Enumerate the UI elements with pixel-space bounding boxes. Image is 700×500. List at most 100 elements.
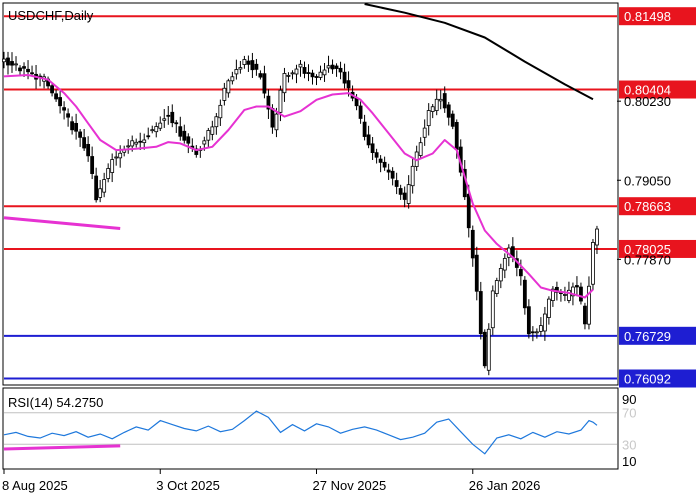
candle-131: [526, 299, 531, 339]
trendline-line: [3, 216, 121, 230]
candle-21: [86, 136, 91, 162]
candle-3: [14, 56, 18, 71]
x-tick-label-1: 3 Oct 2025: [156, 478, 220, 493]
rsi-series: [3, 410, 598, 455]
candle-73: [294, 64, 299, 84]
candle-105: [422, 119, 427, 146]
candle-108: [434, 89, 439, 116]
candle-87: [350, 85, 355, 102]
candle-22: [90, 146, 95, 180]
candle-119: [478, 281, 483, 340]
candle-135: [542, 306, 547, 341]
candle-99: [398, 184, 403, 200]
ma-short-line: [3, 74, 594, 299]
candle-31: [126, 139, 131, 154]
candle-33: [134, 138, 139, 148]
price-tag-0: 0.81498: [619, 7, 696, 26]
chart-title: USDCHF,Daily: [8, 8, 94, 23]
candle-65: [262, 65, 267, 99]
candle-96: [386, 163, 391, 180]
x-tick-label-2: 27 Nov 2025: [313, 478, 387, 493]
candle-59: [238, 60, 243, 74]
candle-13: [54, 89, 58, 102]
candle-10: [42, 73, 46, 89]
candle-63: [254, 58, 259, 76]
candle-23: [94, 167, 99, 203]
candle-74: [298, 60, 303, 77]
candle-112: [450, 110, 455, 130]
indicator-level-lines: [4, 412, 617, 445]
candle-75: [302, 61, 307, 79]
candle-93: [374, 148, 379, 164]
indicator-panel-frame: [2, 387, 619, 470]
candle-83: [334, 63, 339, 77]
level-lines: [4, 15, 617, 380]
indicator-lines: [3, 3, 594, 299]
candle-102: [410, 158, 415, 194]
candle-91: [366, 125, 371, 149]
candle-40: [162, 109, 167, 128]
candle-104: [418, 137, 423, 159]
rsi-tick-90: 90: [622, 392, 636, 407]
candle-53: [214, 112, 219, 135]
candle-78: [314, 74, 319, 86]
candle-11: [46, 76, 50, 89]
candle-62: [250, 52, 255, 78]
price-tag-5: 0.78025: [619, 239, 696, 258]
candle-38: [154, 122, 159, 138]
candle-145: [583, 302, 587, 330]
candle-133: [534, 328, 539, 339]
candle-132: [530, 326, 535, 342]
y-tick-label: 0.77870: [624, 252, 671, 267]
candle-72: [290, 70, 295, 80]
x-tick-label-0: 8 Aug 2025: [2, 478, 68, 493]
price-tag-label: 0.76092: [624, 372, 671, 387]
candle-82: [330, 59, 335, 74]
candle-30: [122, 145, 127, 157]
y-tick-label: 0.80230: [624, 94, 671, 109]
rsi-line: [3, 410, 598, 455]
candle-24: [98, 179, 103, 203]
rsi-label: RSI(14) 54.2750: [8, 395, 103, 410]
x-tick-label-3: 26 Jan 2026: [469, 478, 541, 493]
candle-121: [486, 323, 491, 376]
candle-4: [18, 65, 22, 77]
candle-85: [342, 63, 347, 89]
candle-39: [158, 116, 163, 132]
candle-26: [106, 163, 111, 183]
candle-94: [378, 155, 383, 173]
candle-51: [206, 127, 211, 148]
candle-42: [170, 104, 175, 128]
candle-81: [326, 55, 331, 73]
price-tag-1: 0.80404: [619, 80, 696, 99]
price-tag-8: 0.76092: [619, 369, 696, 388]
candle-98: [394, 172, 399, 195]
rsi-tick-10: 10: [622, 454, 636, 469]
candle-137: [550, 286, 555, 307]
candle-147: [591, 238, 595, 291]
candle-18: [74, 113, 79, 140]
price-tag-label: 0.80404: [624, 83, 671, 98]
candle-77: [310, 69, 315, 85]
y-tick-3: 0.79050: [617, 173, 671, 188]
rsi-trendline: [3, 444, 121, 451]
candle-56: [226, 78, 231, 98]
price-tag-7: 0.76729: [619, 326, 696, 345]
candle-79: [318, 65, 323, 81]
candle-46: [186, 133, 191, 154]
candle-12: [50, 83, 54, 97]
y-tick-6: 0.77870: [617, 252, 671, 267]
price-tag-label: 0.81498: [624, 9, 671, 24]
candle-148: [595, 225, 599, 255]
candle-57: [230, 71, 235, 85]
price-panel-frame: [2, 2, 619, 386]
candle-15: [62, 101, 66, 120]
candle-76: [306, 64, 311, 82]
candle-109: [438, 89, 443, 110]
candle-20: [82, 128, 87, 151]
candle-41: [166, 106, 171, 125]
candle-9: [38, 73, 42, 87]
